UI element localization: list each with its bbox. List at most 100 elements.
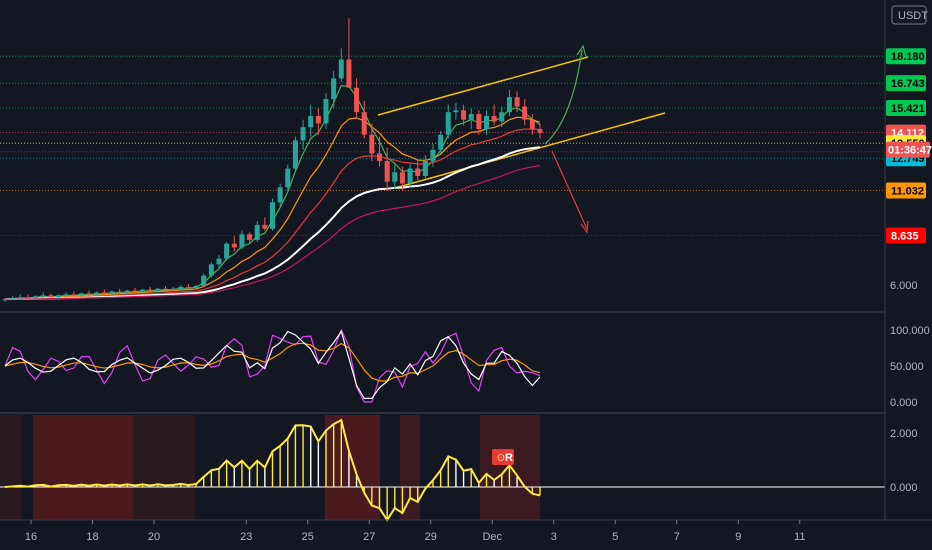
candle-body[interactable] — [193, 285, 199, 288]
candle-body[interactable] — [323, 99, 329, 124]
bullish-projection-arrowhead — [576, 44, 587, 58]
candle-body[interactable] — [354, 87, 360, 113]
candle-body[interactable] — [300, 127, 306, 141]
candle-body[interactable] — [117, 291, 123, 293]
candle-body[interactable] — [346, 59, 352, 88]
candle-body[interactable] — [484, 115, 489, 130]
oscillator-tick-label: 50.000 — [890, 361, 924, 373]
reversal-marker[interactable]: ʘ R — [492, 449, 514, 465]
candle-body[interactable] — [48, 295, 54, 298]
candle-body[interactable] — [239, 234, 245, 248]
oscillator-tick-label: 100.000 — [890, 325, 930, 337]
candle-body[interactable] — [338, 59, 344, 79]
reversal-marker-label: R — [505, 452, 513, 464]
candle-body[interactable] — [445, 112, 451, 135]
candle-body[interactable] — [384, 161, 390, 182]
candle-body[interactable] — [25, 297, 31, 299]
candle-body[interactable] — [109, 291, 115, 294]
candle-body[interactable] — [415, 168, 421, 177]
candle-body[interactable] — [529, 119, 535, 130]
candle-body[interactable] — [308, 115, 314, 128]
candle-body[interactable] — [422, 161, 428, 177]
candle-body[interactable] — [63, 294, 69, 296]
candle-body[interactable] — [506, 97, 512, 113]
price-level-badge[interactable] — [886, 227, 926, 244]
candle-body[interactable] — [216, 258, 222, 265]
candle-body[interactable] — [140, 289, 146, 292]
price-level-badge[interactable] — [886, 48, 926, 65]
candle-body[interactable] — [438, 134, 444, 150]
candle-body[interactable] — [124, 290, 130, 293]
candle-body[interactable] — [514, 97, 520, 107]
price-pane[interactable] — [0, 18, 885, 302]
candle-body[interactable] — [392, 172, 398, 182]
candle-body[interactable] — [537, 129, 543, 133]
momentum-curve — [4, 418, 541, 522]
candle-body[interactable] — [277, 187, 283, 203]
candle-body[interactable] — [10, 298, 16, 300]
candle-body[interactable] — [86, 293, 92, 295]
time-tick-label: 27 — [363, 531, 375, 543]
candle-body[interactable] — [361, 112, 367, 135]
momentum-tick-label: 2.000 — [890, 428, 918, 440]
candle-body[interactable] — [499, 112, 505, 122]
candle-body[interactable] — [399, 172, 405, 184]
candle-body[interactable] — [78, 293, 84, 296]
candle-body[interactable] — [132, 290, 138, 292]
candle-body[interactable] — [315, 115, 321, 124]
candle-body[interactable] — [407, 168, 413, 184]
candle-body[interactable] — [40, 295, 46, 297]
candle-body[interactable] — [476, 114, 482, 130]
candle-body[interactable] — [170, 288, 176, 290]
candle-body[interactable] — [101, 292, 107, 294]
candle-body[interactable] — [270, 202, 275, 229]
candle-body[interactable] — [224, 243, 230, 259]
price-tick-label: 6.000 — [890, 280, 918, 292]
candle-body[interactable] — [71, 294, 77, 296]
candle-body[interactable] — [208, 264, 214, 276]
candle-body[interactable] — [94, 292, 100, 295]
candle-body[interactable] — [2, 299, 8, 301]
candle-body[interactable] — [285, 168, 291, 188]
price-level-badge[interactable] — [886, 100, 926, 117]
candle-body[interactable] — [254, 224, 260, 240]
candle-body[interactable] — [377, 153, 382, 162]
reversal-marker-badge[interactable] — [492, 449, 514, 465]
candle-body[interactable] — [468, 114, 474, 120]
bearish-projection-arrowhead — [580, 220, 589, 234]
candle-body[interactable] — [292, 140, 298, 169]
candle-body[interactable] — [155, 288, 161, 291]
bearish-zone — [0, 415, 22, 520]
candlesticks[interactable] — [2, 18, 543, 302]
candle-body[interactable] — [201, 275, 207, 286]
candle-body[interactable] — [453, 110, 459, 113]
candle-body[interactable] — [231, 243, 237, 248]
oscillator-pane[interactable] — [4, 328, 541, 403]
momentum-pane[interactable]: ʘ R — [0, 415, 885, 522]
candle-body[interactable] — [522, 106, 528, 120]
currency-label: USDT — [891, 5, 928, 25]
price-level-badge[interactable] — [886, 182, 926, 199]
candle-body[interactable] — [491, 115, 497, 122]
candle-body[interactable] — [461, 110, 467, 120]
candle-body[interactable] — [17, 297, 23, 299]
candle-body[interactable] — [185, 286, 191, 288]
price-axis[interactable]: 6.00018.18016.74315.42114.11213.55013.09… — [886, 48, 932, 494]
momentum-tick-label: 0.000 — [890, 482, 918, 494]
candle-body[interactable] — [331, 78, 337, 100]
time-axis[interactable]: 16 18 20 23 25 27 29 Dec 3 5 7 9 11 — [25, 520, 806, 543]
candle-body[interactable] — [163, 288, 168, 290]
candle-body[interactable] — [178, 286, 184, 289]
candle-body[interactable] — [262, 224, 268, 229]
candle-body[interactable] — [430, 149, 436, 162]
bullish-projection-arrow — [544, 49, 583, 145]
candle-body[interactable] — [247, 234, 253, 240]
candle-body[interactable] — [56, 295, 61, 298]
candle-body[interactable] — [147, 289, 153, 291]
candle-body[interactable] — [369, 134, 375, 154]
candle-body[interactable] — [33, 296, 39, 299]
price-level-badge[interactable] — [886, 75, 926, 92]
time-tick-label: 23 — [240, 531, 252, 543]
svg-text:USDT: USDT — [898, 10, 928, 22]
